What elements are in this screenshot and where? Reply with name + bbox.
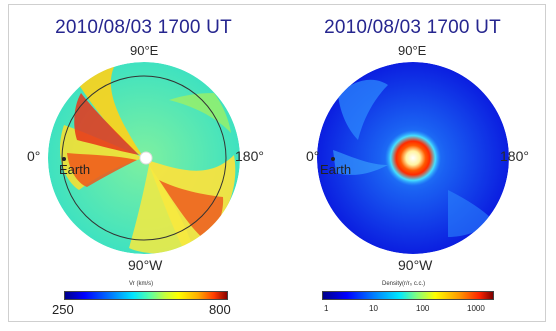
density-panel-title: 2010/08/03 1700 UT	[324, 17, 501, 38]
density-label-bottom: 90°W	[398, 257, 433, 273]
density-disk-image	[317, 62, 509, 254]
density-colorbar-tick: 1	[324, 304, 329, 313]
speed-earth-label: Earth	[59, 162, 91, 177]
density-panel: 2010/08/03 1700 UT	[278, 5, 547, 323]
density-label-right: 180°	[500, 148, 529, 164]
density-label-left: 0°	[306, 148, 320, 164]
density-colorbar	[322, 291, 494, 300]
density-colorbar-tick: 1000	[467, 304, 485, 313]
density-earth-label: Earth	[320, 162, 352, 177]
earth-orbit-ring	[61, 75, 227, 241]
density-colorbar-tick: 100	[416, 304, 430, 313]
speed-label-left: 0°	[27, 148, 41, 164]
speed-disk-image	[48, 62, 240, 254]
sun-marker	[139, 151, 153, 165]
speed-label-right: 180°	[235, 148, 264, 164]
speed-label-bottom: 90°W	[128, 257, 163, 273]
speed-panel-title: 2010/08/03 1700 UT	[55, 17, 232, 38]
speed-panel: 2010/08/03 1700 UT	[9, 5, 278, 323]
speed-label-top: 90°E	[130, 43, 159, 58]
speed-colorbar-min: 250	[52, 302, 74, 317]
speed-colorbar-max: 800	[209, 302, 231, 317]
density-earth-marker	[331, 157, 335, 161]
earth-marker	[62, 157, 66, 161]
speed-colorbar	[64, 291, 228, 300]
density-label-top: 90°E	[398, 43, 427, 58]
density-colorbar-title: Density(r/r₀ c.c.)	[382, 281, 426, 287]
speed-colorbar-title: Vr (km/s)	[129, 281, 154, 287]
figure-frame: 2010/08/03 1700 UT	[8, 4, 546, 322]
density-colorbar-tick: 10	[369, 304, 378, 313]
